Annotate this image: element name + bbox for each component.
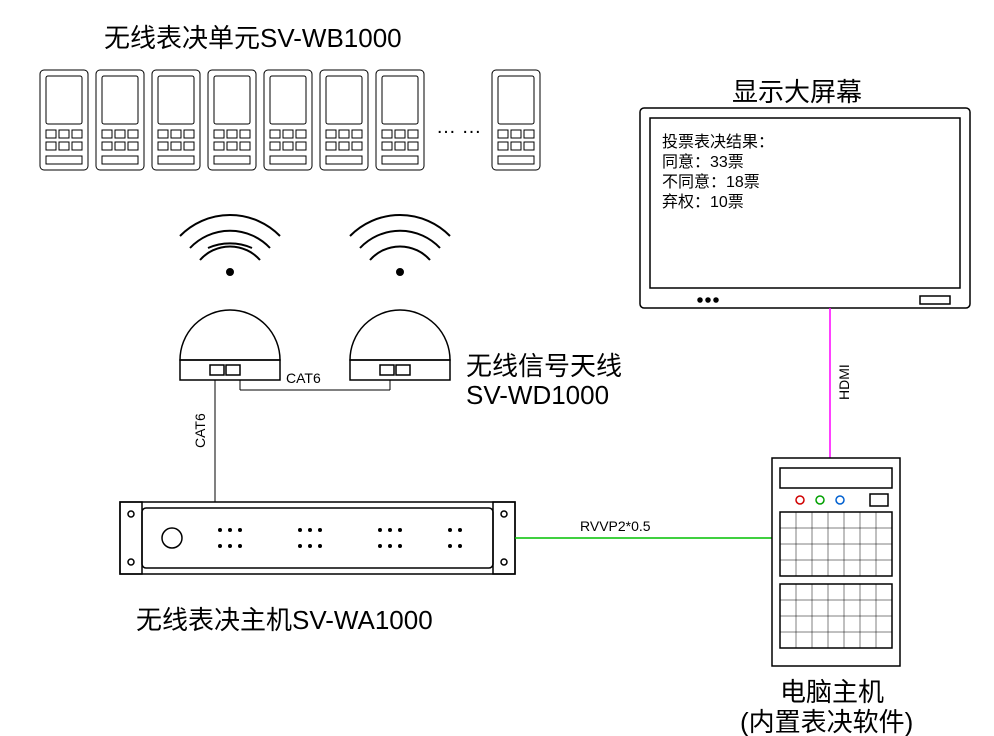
cable-cat6-v-label: CAT6 (192, 413, 208, 448)
display-title: 显示大屏幕 (732, 72, 862, 109)
screen-line4: 弃权：10票 (662, 188, 744, 212)
host-title: 无线表决主机SV-WA1000 (136, 600, 433, 637)
antenna-title-line1: 无线信号天线 (466, 346, 622, 383)
antenna-title-line2: SV-WD1000 (466, 380, 609, 411)
voting-units-title: 无线表决单元SV-WB1000 (104, 18, 402, 55)
cable-cat6-h-label: CAT6 (286, 370, 321, 386)
ellipsis: … … (436, 116, 482, 139)
cable-hdmi-label: HDMI (836, 364, 852, 400)
cable-rvvp-label: RVVP2*0.5 (580, 518, 651, 534)
pc-title-line2: (内置表决软件) (740, 702, 913, 736)
